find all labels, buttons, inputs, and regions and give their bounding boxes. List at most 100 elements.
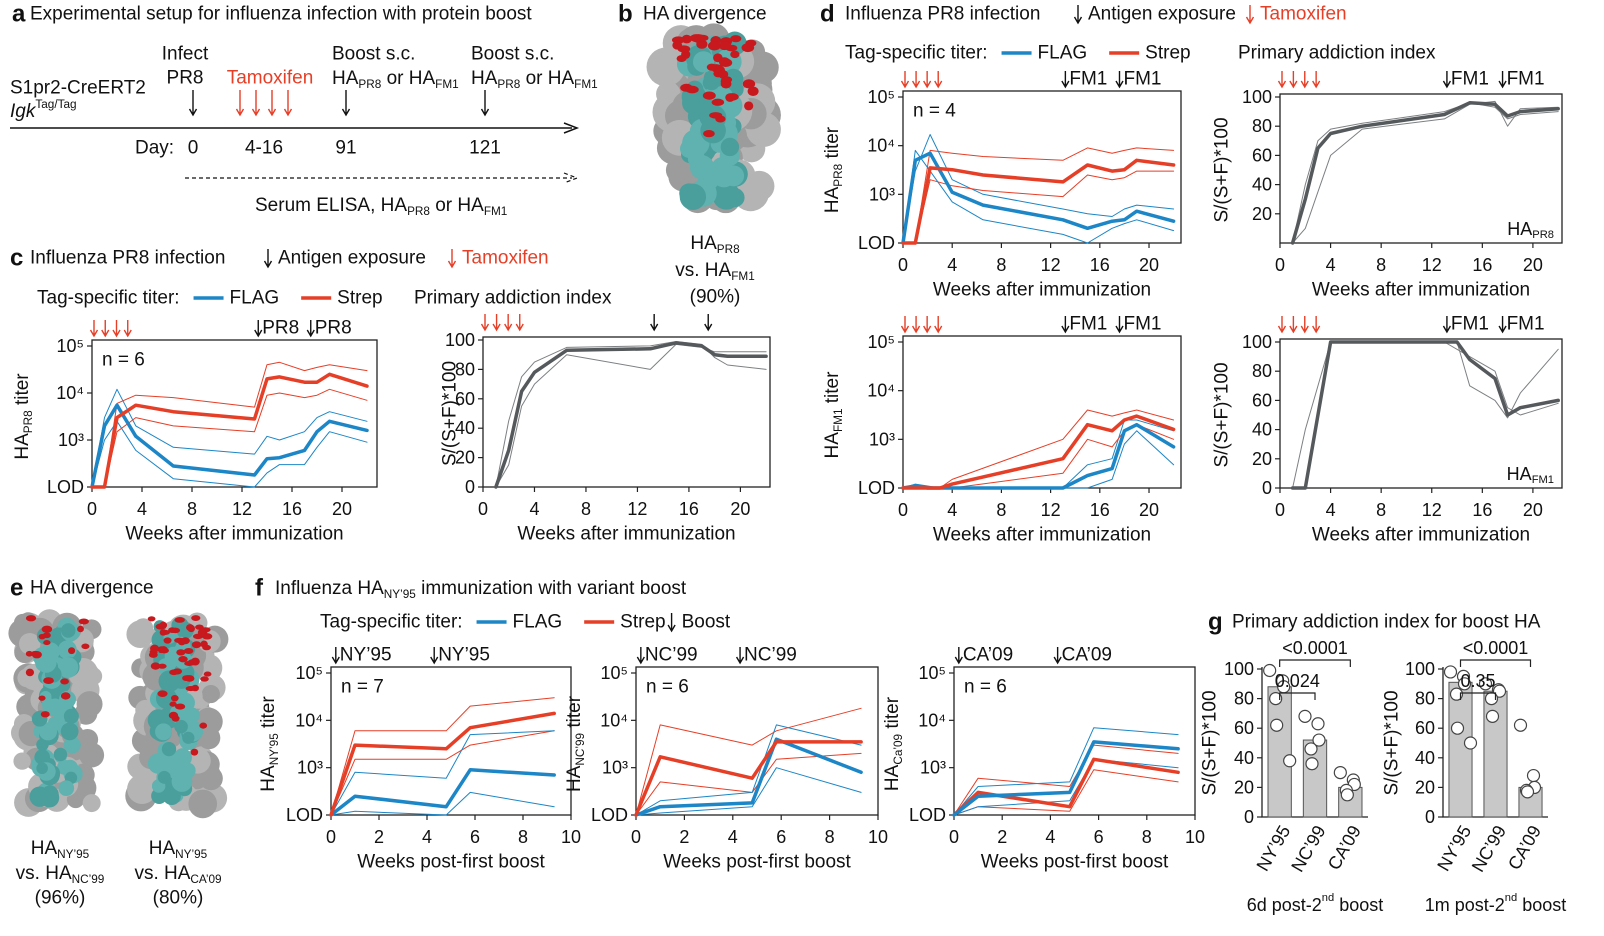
data-point xyxy=(1304,742,1318,756)
protein-surface xyxy=(188,789,218,819)
x-tick-label: 16 xyxy=(1090,500,1110,520)
tamoxifen-arrow xyxy=(504,314,513,332)
tamoxifen-arrow xyxy=(911,316,921,334)
text-run: HA xyxy=(822,186,843,213)
divergent-residue xyxy=(706,63,717,71)
divergent-residue xyxy=(184,675,195,682)
protein-surface xyxy=(18,633,41,655)
arrow xyxy=(267,90,277,117)
label: vs. HANC’99 xyxy=(16,863,105,886)
protein-domain xyxy=(171,754,187,770)
divergent-residue xyxy=(157,690,168,697)
data-line xyxy=(494,341,768,489)
data-line xyxy=(953,744,1179,816)
divergent-residue xyxy=(718,57,730,66)
data-point xyxy=(1492,684,1507,698)
data-point xyxy=(1449,687,1464,701)
label: Boost s.c. xyxy=(471,44,554,65)
x-tick-label: 20 xyxy=(1523,500,1543,520)
text-run: Ca’09 xyxy=(892,734,905,765)
divergent-residue xyxy=(747,86,759,96)
arrow xyxy=(447,249,457,269)
x-axis-label: Weeks post-first boost xyxy=(357,852,545,873)
x-tick-label: 12 xyxy=(1041,255,1061,275)
tamoxifen-arrow xyxy=(1312,316,1321,334)
protein-domain xyxy=(57,656,79,678)
data-line xyxy=(495,343,767,488)
protein-domain xyxy=(680,139,699,158)
protein-domain xyxy=(35,652,57,673)
comparison-bracket xyxy=(1459,692,1497,700)
x-tick-label: 12 xyxy=(1422,500,1442,520)
x-tick-label: 8 xyxy=(581,499,591,519)
x-tick-label: 20 xyxy=(1139,255,1159,275)
x-tick-label: CA’09 xyxy=(1324,822,1365,873)
text-run: NC’99 xyxy=(574,733,587,766)
y-tick-label: 10⁴ xyxy=(867,136,895,156)
x-tick-label: 2 xyxy=(997,827,1007,847)
text-run: HA xyxy=(149,838,176,859)
protein-surface xyxy=(76,691,103,718)
boost-label: NC’99 xyxy=(744,645,797,666)
text-run: boost xyxy=(1517,895,1566,915)
arrow xyxy=(480,90,490,117)
divergent-residue xyxy=(38,695,46,701)
protein-domain xyxy=(39,788,60,808)
tamoxifen-arrow xyxy=(89,320,99,338)
x-tick-label: 0 xyxy=(898,500,908,520)
text-run: HA xyxy=(1507,464,1532,484)
x-tick-label: 8 xyxy=(996,255,1006,275)
text-run: NC’99 xyxy=(72,873,105,886)
text-run: titer xyxy=(258,696,279,734)
y-tick-label: 40 xyxy=(1252,420,1272,440)
chart-footer: 1m post-2nd boost xyxy=(1425,892,1567,915)
text-run: immunization with variant boost xyxy=(416,578,687,599)
text-run: or HA xyxy=(430,195,484,216)
label: Serum ELISA, HAPR8 or HAFM1 xyxy=(255,195,507,218)
x-tick-label: 4 xyxy=(1326,255,1336,275)
boost-label: FM1 xyxy=(1069,69,1107,90)
text-run: HA xyxy=(1507,219,1532,239)
data-point xyxy=(1457,677,1472,691)
protein-surface xyxy=(646,47,686,87)
boost-arrow xyxy=(331,647,340,665)
x-tick-label: 6 xyxy=(470,827,480,847)
y-tick-label: 80 xyxy=(1415,689,1435,709)
p-value: <0.0001 xyxy=(1282,638,1348,658)
x-axis-label: Weeks post-first boost xyxy=(663,852,851,873)
y-axis-label: S/(S+F)*100 xyxy=(1382,690,1403,795)
protein-domain xyxy=(147,753,169,774)
boost-label: FM1 xyxy=(1123,314,1161,335)
protein-surface xyxy=(82,794,101,813)
label: (96%) xyxy=(35,888,86,909)
text-run: titer xyxy=(822,371,843,409)
x-tick-label: 4 xyxy=(422,827,432,847)
divergent-residue xyxy=(171,694,179,702)
corner-label: HAPR8 xyxy=(1507,219,1554,241)
y-tick-label: 10³ xyxy=(602,758,628,778)
data-line xyxy=(330,697,555,816)
p-value: <0.0001 xyxy=(1463,638,1529,658)
divergent-residue xyxy=(742,79,756,89)
x-tick-label: 4 xyxy=(137,499,147,519)
arrow xyxy=(667,613,676,633)
divergent-residue xyxy=(68,647,76,655)
panel-title: HA divergence xyxy=(643,4,767,25)
text-run: nd xyxy=(1322,892,1334,904)
readout-arrow xyxy=(185,172,579,184)
annotation: n = 6 xyxy=(964,677,1007,698)
data-line xyxy=(901,158,1176,245)
protein-domain xyxy=(174,719,188,734)
data-line xyxy=(1292,102,1559,244)
label: HAPR8 xyxy=(690,233,740,256)
boost-arrow xyxy=(1061,316,1070,334)
data-line xyxy=(91,361,368,488)
protein-domain xyxy=(63,736,81,754)
label: Antigen exposure xyxy=(278,248,426,269)
text-run: Influenza HA xyxy=(275,578,384,599)
divergent-residue xyxy=(60,678,69,685)
panel-title: Influenza HANY’95 immunization with vari… xyxy=(275,578,687,601)
text-run: HA xyxy=(12,433,33,460)
data-line xyxy=(634,740,863,817)
annotation: n = 6 xyxy=(102,350,145,371)
